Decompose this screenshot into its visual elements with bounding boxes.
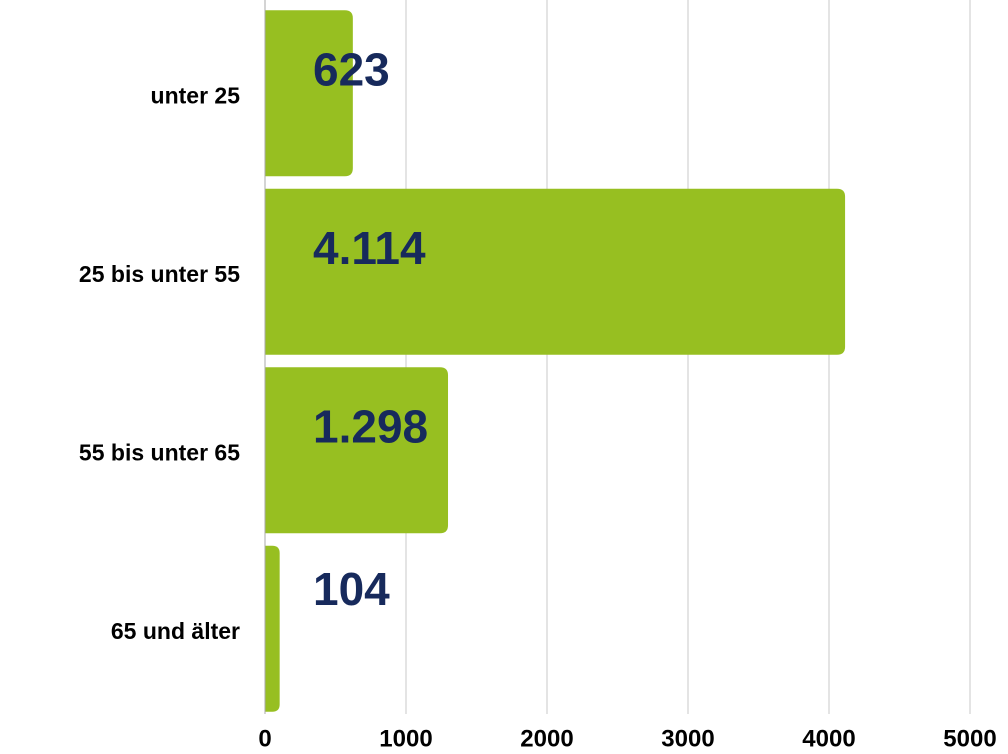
bar xyxy=(265,545,280,712)
value-label: 104 xyxy=(313,563,390,615)
bar xyxy=(265,367,449,534)
x-tick-label: 0 xyxy=(258,725,271,752)
value-label: 623 xyxy=(313,43,390,95)
x-tick-label: 3000 xyxy=(661,725,714,752)
x-tick-label: 1000 xyxy=(379,725,432,752)
x-tick-label: 2000 xyxy=(520,725,573,752)
bar xyxy=(265,10,353,177)
y-tick-label: unter 25 xyxy=(151,82,241,108)
x-tick-label: 5000 xyxy=(943,725,996,752)
y-tick-label: 55 bis unter 65 xyxy=(79,439,240,465)
y-tick-label: 65 und älter xyxy=(111,618,240,644)
value-label: 4.114 xyxy=(313,222,426,274)
value-label: 1.298 xyxy=(313,400,428,452)
x-tick-label: 4000 xyxy=(802,725,855,752)
y-tick-label: 25 bis unter 55 xyxy=(79,261,240,287)
bar xyxy=(265,188,846,355)
